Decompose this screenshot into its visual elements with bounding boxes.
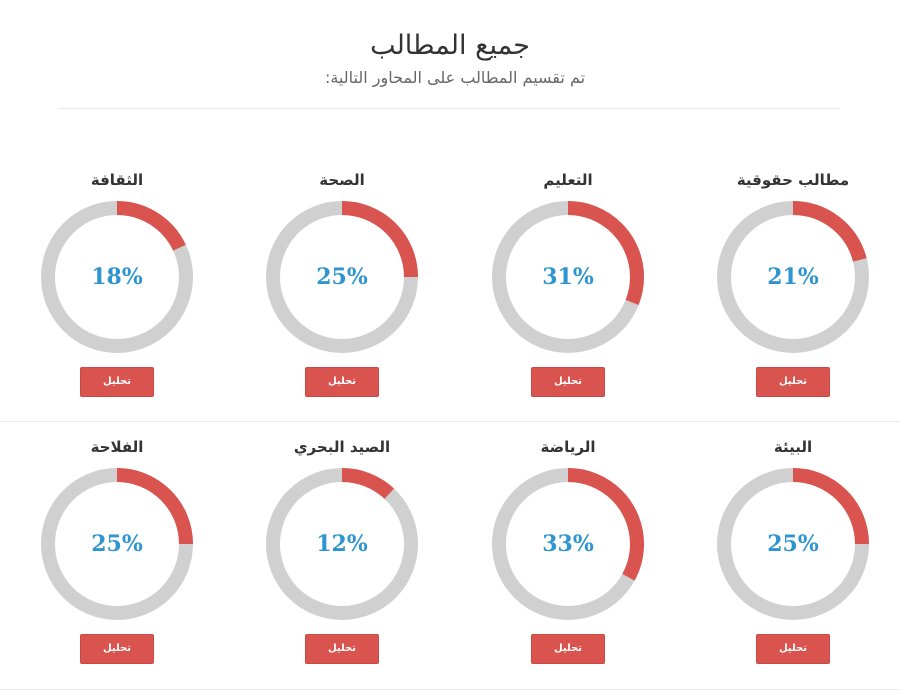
donut-fill	[41, 468, 193, 620]
percent-label: 25%	[91, 531, 143, 557]
donut-svg	[266, 201, 418, 353]
donut-chart: 18%	[40, 200, 194, 354]
category-card: الصحة 25% تحليل المطالب	[252, 170, 432, 415]
bottom-divider	[0, 689, 900, 690]
page-title: جميع المطالب	[370, 30, 530, 61]
category-title: مطالب حقوقية	[736, 171, 850, 189]
category-title: الرياضة	[540, 438, 596, 456]
analyze-button[interactable]: تحليل المطالب	[80, 634, 154, 682]
percent-label: 18%	[91, 264, 143, 290]
donut-chart: 31%	[491, 200, 645, 354]
donut-fill	[492, 201, 644, 353]
percent-label: 25%	[767, 531, 819, 557]
donut-fill	[266, 201, 418, 353]
analyze-button[interactable]: تحليل المطالب	[305, 634, 379, 682]
page-header: جميع المطالب تم تقسيم المطالب على المحاو…	[0, 26, 900, 90]
analyze-button[interactable]: تحليل المطالب	[531, 634, 605, 682]
donut-svg	[41, 468, 193, 620]
donut-chart: 25%	[40, 467, 194, 621]
percent-label: 25%	[316, 264, 368, 290]
analyze-button[interactable]: تحليل المطالب	[305, 367, 379, 415]
donut-chart: 25%	[716, 467, 870, 621]
percent-label: 12%	[316, 531, 368, 557]
donut-svg	[492, 201, 644, 353]
analyze-button[interactable]: تحليل المطالب	[756, 367, 830, 415]
analyze-button[interactable]: تحليل المطالب	[80, 367, 154, 415]
donut-svg	[717, 201, 869, 353]
donut-chart: 25%	[265, 200, 419, 354]
percent-label: 33%	[542, 531, 594, 557]
category-title: التعليم	[543, 171, 593, 189]
category-card: مطالب حقوقية 21% تحليل المطالب	[703, 170, 883, 415]
donut-fill	[492, 468, 644, 620]
header-divider	[60, 108, 840, 109]
donut-chart: 12%	[265, 467, 419, 621]
donut-fill	[266, 468, 418, 620]
category-title: الثقافة	[90, 171, 144, 189]
category-card: الثقافة 18% تحليل المطالب	[27, 170, 207, 415]
donut-fill	[717, 201, 869, 353]
category-card: التعليم 31% تحليل المطالب	[478, 170, 658, 415]
donut-fill	[717, 468, 869, 620]
donut-fill	[41, 201, 193, 353]
percent-label: 31%	[542, 264, 594, 290]
percent-label: 21%	[767, 264, 819, 290]
donut-chart: 33%	[491, 467, 645, 621]
category-card: الصيد البحري 12% تحليل المطالب	[252, 437, 432, 682]
category-title: الفلاحة	[90, 438, 144, 456]
donut-svg	[266, 468, 418, 620]
donut-svg	[41, 201, 193, 353]
donut-svg	[492, 468, 644, 620]
analyze-button[interactable]: تحليل المطالب	[531, 367, 605, 415]
donut-chart: 21%	[716, 200, 870, 354]
category-card: الفلاحة 25% تحليل المطالب	[27, 437, 207, 682]
category-title: الصحة	[319, 171, 365, 189]
analyze-button[interactable]: تحليل المطالب	[756, 634, 830, 682]
donut-svg	[717, 468, 869, 620]
category-title: الصيد البحري	[293, 438, 391, 456]
category-card: الرياضة 33% تحليل المطالب	[478, 437, 658, 682]
category-title: البيئة	[773, 438, 813, 456]
page-subtitle: تم تقسيم المطالب على المحاور التالية:	[324, 68, 586, 87]
row-divider	[0, 421, 900, 422]
category-card: البيئة 25% تحليل المطالب	[703, 437, 883, 682]
